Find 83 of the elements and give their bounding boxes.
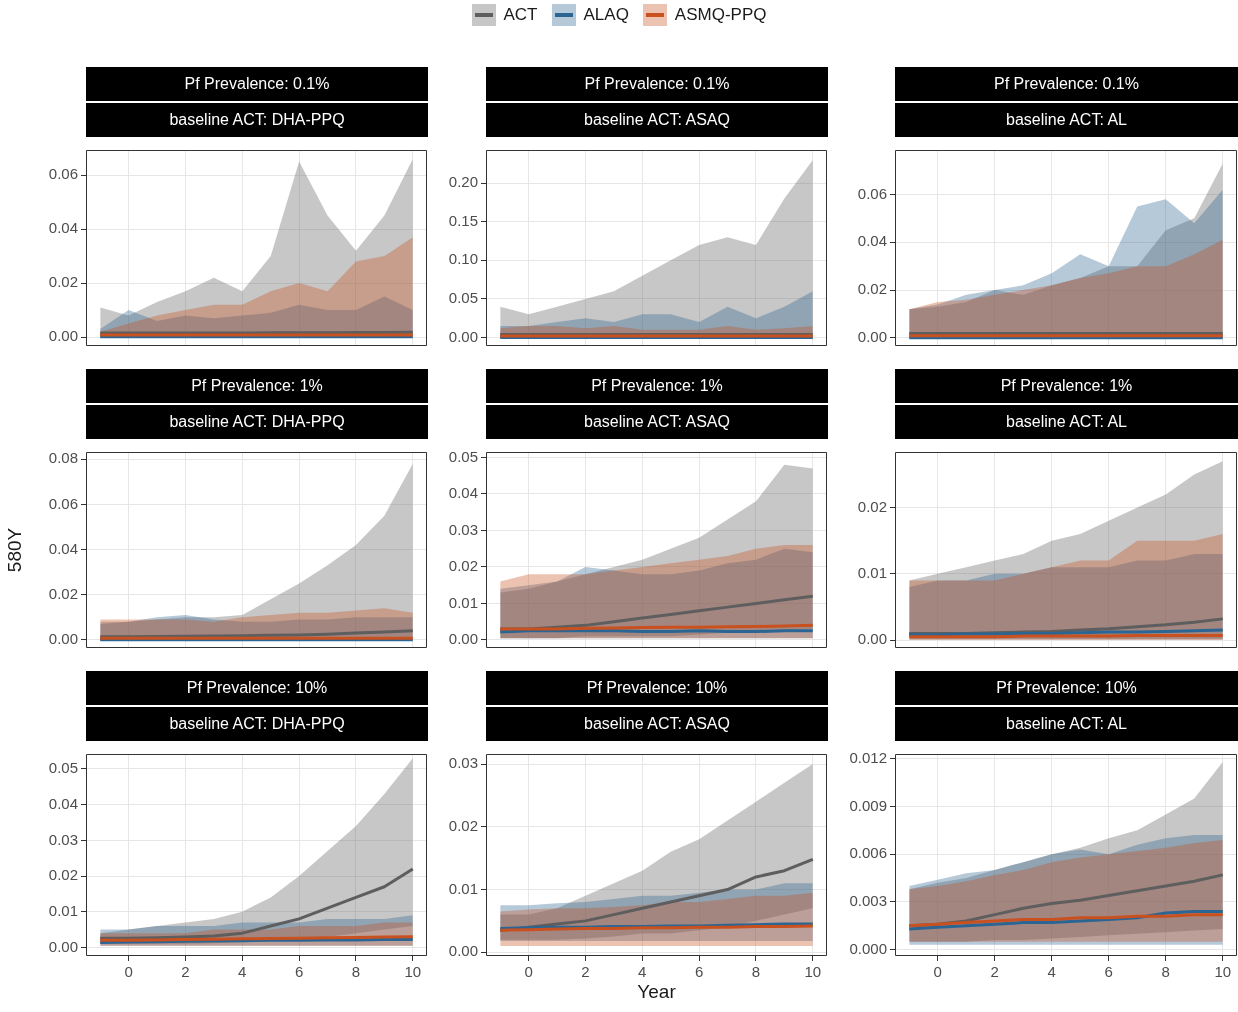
y-tick-label: 0.02 bbox=[48, 584, 78, 602]
x-tick-label: 6 bbox=[1104, 963, 1113, 981]
y-tick-label: 0.06 bbox=[48, 165, 78, 183]
y-tick-label: 0.05 bbox=[448, 289, 478, 307]
y-tick-label: 0.04 bbox=[48, 539, 78, 557]
y-tick-label: 0.02 bbox=[48, 866, 78, 884]
y-tick-label: 0.04 bbox=[857, 232, 887, 250]
y-tick-label: 0.01 bbox=[448, 879, 478, 897]
y-tick-label: 0.00 bbox=[448, 630, 478, 648]
chart-subtitle: baseline ACT: ASAQ bbox=[486, 103, 828, 137]
legend-label: ASMQ-PPQ bbox=[674, 5, 767, 25]
y-tick-label: 0.15 bbox=[448, 211, 478, 229]
y-tick-label: 0.20 bbox=[448, 173, 478, 191]
y-tick-label: 0.00 bbox=[857, 630, 887, 648]
y-tick-label: 0.06 bbox=[48, 494, 78, 512]
y-tick-label: 0.03 bbox=[448, 754, 478, 772]
chart-subtitle: baseline ACT: DHA-PPQ bbox=[86, 707, 428, 741]
y-tick-label: 0.00 bbox=[48, 630, 78, 648]
y-tick-label: 0.006 bbox=[849, 844, 887, 862]
y-tick-label: 0.00 bbox=[48, 937, 78, 955]
x-tick-label: 4 bbox=[638, 963, 647, 981]
y-tick-label: 0.02 bbox=[857, 497, 887, 515]
y-tick-label: 0.06 bbox=[857, 184, 887, 202]
y-tick-label: 0.04 bbox=[48, 794, 78, 812]
y-tick-label: 0.012 bbox=[849, 748, 887, 766]
y-tick-label: 0.03 bbox=[48, 830, 78, 848]
x-tick-label: 10 bbox=[1214, 963, 1232, 981]
chart-title: Pf Prevalence: 0.1% bbox=[86, 67, 428, 101]
y-tick-label: 0.02 bbox=[448, 557, 478, 575]
y-tick-label: 0.00 bbox=[448, 327, 478, 345]
chart-title: Pf Prevalence: 1% bbox=[86, 369, 428, 403]
chart-subtitle: baseline ACT: AL bbox=[895, 103, 1238, 137]
chart-title: Pf Prevalence: 0.1% bbox=[895, 67, 1238, 101]
chart-subtitle: baseline ACT: AL bbox=[895, 707, 1238, 741]
chart-title: Pf Prevalence: 1% bbox=[486, 369, 828, 403]
x-tick-label: 10 bbox=[804, 963, 822, 981]
y-axis-title: 580Y bbox=[3, 527, 25, 573]
chart-subtitle: baseline ACT: ASAQ bbox=[486, 405, 828, 439]
chart-title: Pf Prevalence: 10% bbox=[895, 671, 1238, 705]
y-tick-label: 0.08 bbox=[48, 449, 78, 467]
y-tick-label: 0.02 bbox=[48, 273, 78, 291]
x-tick-label: 0 bbox=[124, 963, 133, 981]
x-tick-label: 8 bbox=[1161, 963, 1170, 981]
x-tick-label: 8 bbox=[751, 963, 761, 981]
y-tick-label: 0.02 bbox=[857, 280, 887, 298]
x-tick-label: 6 bbox=[694, 963, 704, 981]
y-tick-label: 0.03 bbox=[448, 520, 478, 538]
legend-label: ALAQ bbox=[583, 5, 629, 25]
x-axis-title: Year bbox=[637, 980, 677, 1002]
y-tick-label: 0.10 bbox=[448, 250, 478, 268]
y-tick-label: 0.01 bbox=[857, 563, 887, 581]
x-tick-label: 4 bbox=[1047, 963, 1056, 981]
x-tick-label: 0 bbox=[933, 963, 942, 981]
chart-title: Pf Prevalence: 1% bbox=[895, 369, 1238, 403]
y-tick-label: 0.00 bbox=[48, 327, 78, 345]
chart-subtitle: baseline ACT: DHA-PPQ bbox=[86, 103, 428, 137]
y-tick-label: 0.01 bbox=[48, 901, 78, 919]
y-tick-label: 0.009 bbox=[849, 796, 887, 814]
y-tick-label: 0.05 bbox=[48, 759, 78, 777]
x-tick-label: 2 bbox=[181, 963, 190, 981]
y-tick-label: 0.00 bbox=[448, 942, 478, 960]
y-tick-label: 0.04 bbox=[448, 484, 478, 502]
chart-subtitle: baseline ACT: DHA-PPQ bbox=[86, 405, 428, 439]
y-tick-label: 0.003 bbox=[849, 892, 887, 910]
y-tick-label: 0.05 bbox=[448, 447, 478, 465]
chart-subtitle: baseline ACT: ASAQ bbox=[486, 707, 828, 741]
x-tick-label: 0 bbox=[524, 963, 533, 981]
chart-title: Pf Prevalence: 10% bbox=[486, 671, 828, 705]
x-tick-label: 8 bbox=[351, 963, 361, 981]
legend-label: ACT bbox=[503, 5, 538, 25]
x-tick-label: 2 bbox=[581, 963, 590, 981]
x-tick-label: 10 bbox=[404, 963, 422, 981]
y-tick-label: 0.04 bbox=[48, 219, 78, 237]
chart-title: Pf Prevalence: 0.1% bbox=[486, 67, 828, 101]
x-tick-label: 4 bbox=[238, 963, 247, 981]
x-tick-label: 2 bbox=[990, 963, 999, 981]
chart-title: Pf Prevalence: 10% bbox=[86, 671, 428, 705]
chart-subtitle: baseline ACT: AL bbox=[895, 405, 1238, 439]
y-tick-label: 0.01 bbox=[448, 593, 478, 611]
y-tick-label: 0.000 bbox=[849, 939, 887, 957]
y-tick-label: 0.02 bbox=[448, 816, 478, 834]
x-tick-label: 6 bbox=[294, 963, 304, 981]
y-tick-label: 0.00 bbox=[857, 328, 887, 346]
